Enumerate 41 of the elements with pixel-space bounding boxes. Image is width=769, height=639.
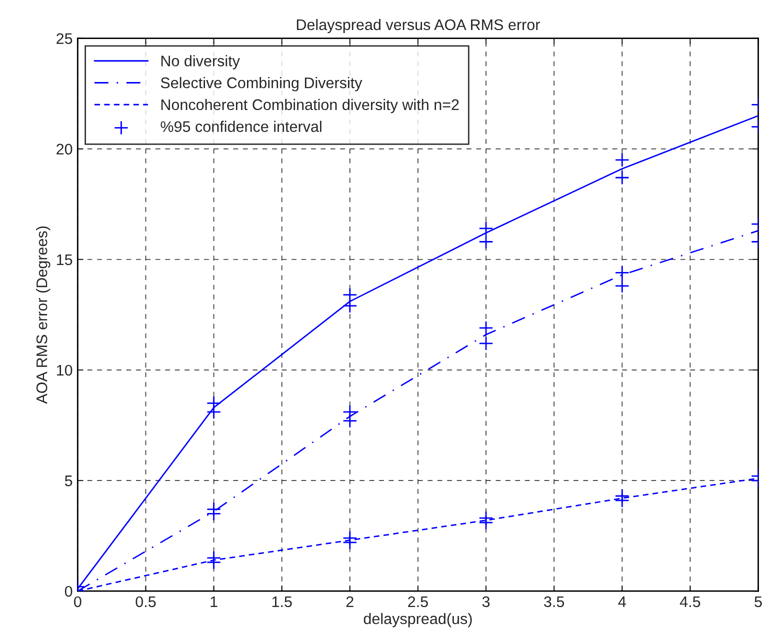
point (614, 152, 630, 168)
x-axis-title: delayspread(us) (364, 612, 472, 628)
point (206, 506, 222, 521)
x-tick-label: 1.5 (272, 596, 292, 608)
y-tick-label: 15 (56, 254, 72, 266)
point (342, 288, 358, 302)
x-tick-label: 3.5 (544, 596, 564, 608)
x-tick-label: 5 (754, 596, 762, 608)
legend-label: Selective Combining Diversity (160, 77, 362, 92)
legend-label: No diversity (161, 55, 240, 70)
x-tick-label: 2.5 (408, 596, 428, 608)
x-tick-label: 4.5 (680, 596, 700, 608)
point (478, 336, 494, 351)
point (342, 535, 358, 550)
point (342, 298, 358, 314)
x-tick-label: 0 (74, 596, 82, 608)
x-tick-label: 3 (482, 596, 490, 608)
x-tick-label: 1 (210, 596, 218, 608)
point (614, 170, 630, 185)
point (478, 515, 494, 530)
y-tick-label: 5 (64, 476, 72, 486)
y-tick-label: 20 (56, 144, 72, 155)
y-axis-title: AOA RMS error (Degrees) (36, 226, 50, 404)
point (478, 234, 494, 250)
x-tick-label: 4 (618, 596, 626, 608)
point (478, 320, 494, 336)
point (614, 265, 630, 280)
point (206, 555, 222, 570)
legend-label: %95 confidence interval (160, 120, 322, 132)
y-tick-label: 25 (56, 33, 72, 44)
y-tick-label: 10 (56, 364, 72, 376)
x-tick-label: 2 (346, 596, 354, 608)
legend-label: Noncoherent Combination diversity with n=2 (161, 98, 459, 114)
point (614, 493, 630, 508)
point (478, 221, 494, 236)
point (614, 278, 630, 294)
chart-title: Delayspread versus AOA RMS error (296, 18, 540, 34)
point (206, 404, 222, 420)
x-tick-label: 0.5 (136, 596, 156, 608)
point (342, 414, 358, 428)
y-tick-label: 0 (64, 586, 72, 597)
